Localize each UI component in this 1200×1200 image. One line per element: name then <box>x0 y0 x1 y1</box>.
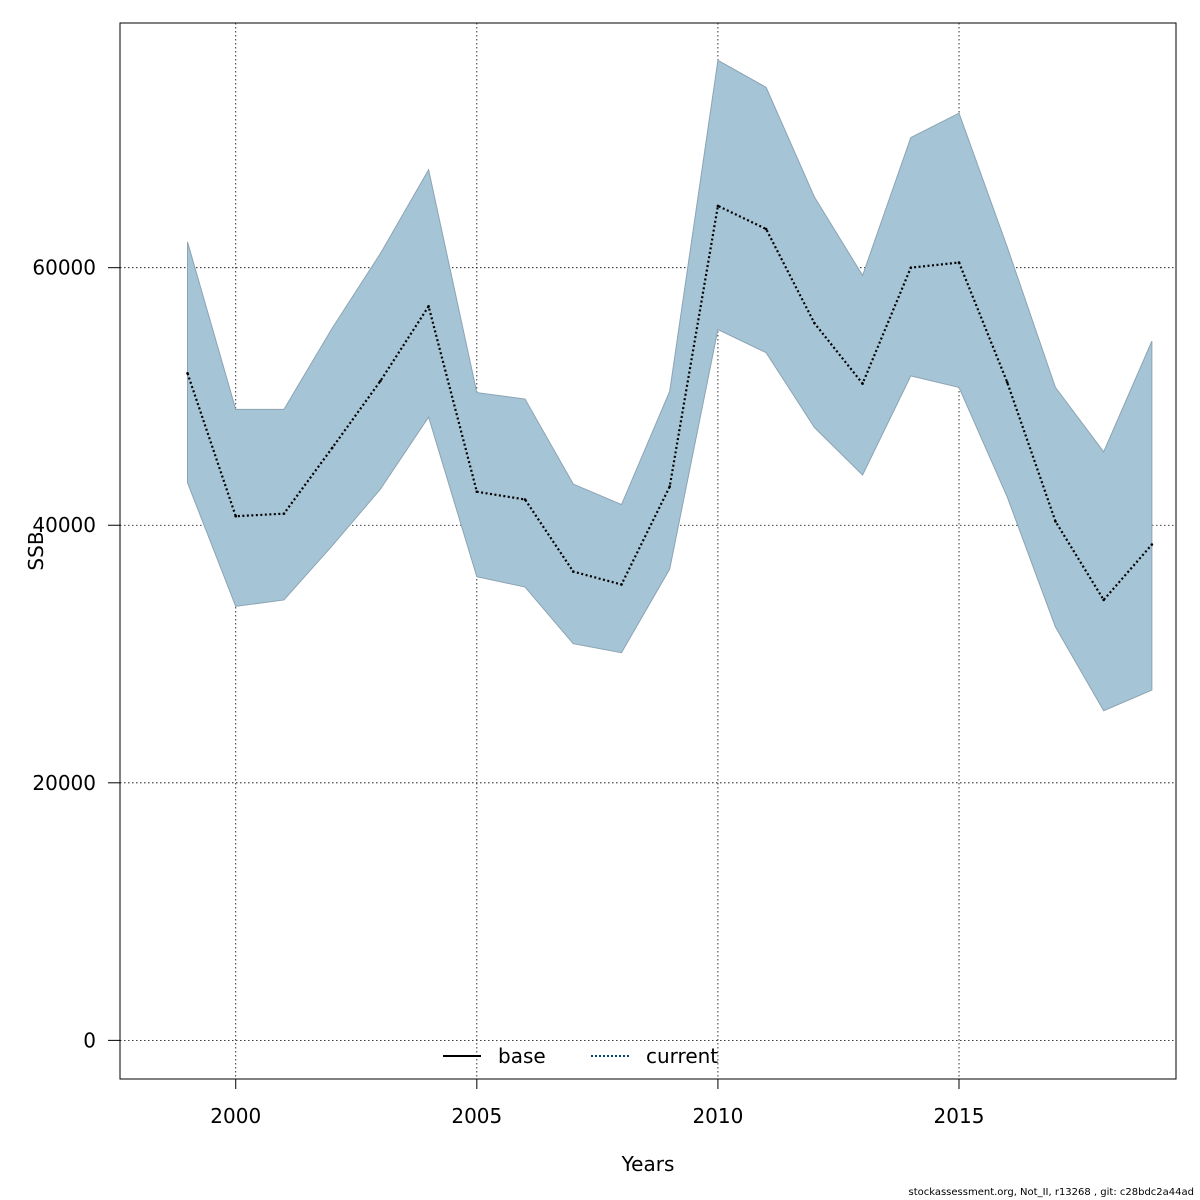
x-tick-label-2005: 2005 <box>451 1104 502 1128</box>
data-point-current-2006 <box>523 498 527 501</box>
data-point-current-2013 <box>861 382 864 385</box>
x-tick-label-2000: 2000 <box>210 1104 261 1128</box>
data-point-current-2004 <box>427 305 430 308</box>
legend-label-current: current <box>646 1044 718 1068</box>
data-point-current-2009 <box>668 485 671 488</box>
legend-item-base: base <box>443 1044 546 1068</box>
legend: base current <box>443 1044 718 1068</box>
x-axis-ticks: 2000 2005 2010 2015 <box>210 1079 984 1128</box>
x-tick-label-2015: 2015 <box>934 1104 985 1128</box>
legend-label-base: base <box>498 1044 546 1068</box>
footer-note: stockassessment.org, Not_II, r13268 , gi… <box>908 1187 1194 1198</box>
y-axis-title: SSB <box>24 531 48 570</box>
data-point-current-2017 <box>1054 520 1057 523</box>
data-point-current-2012 <box>813 321 816 325</box>
y-tick-label-0: 0 <box>83 1028 96 1052</box>
legend-item-current: current <box>591 1044 718 1068</box>
confidence-band-current <box>187 59 1153 712</box>
series-line-current <box>186 204 1153 602</box>
y-tick-label-40000: 40000 <box>32 513 96 537</box>
series-lines <box>186 204 1154 602</box>
y-axis-ticks: 0 20000 40000 60000 <box>32 256 120 1052</box>
data-point-current-2000 <box>234 514 238 518</box>
y-tick-label-20000: 20000 <box>32 771 96 795</box>
data-point-current-2019 <box>1150 543 1154 546</box>
x-axis-title: Years <box>621 1152 675 1176</box>
y-tick-label-60000: 60000 <box>32 256 96 280</box>
data-point-current-2005 <box>475 490 479 494</box>
data-point-current-2001 <box>282 512 286 515</box>
plot-frame <box>119 22 1177 1080</box>
x-tick-label-2010: 2010 <box>692 1104 743 1128</box>
data-point-current-2010 <box>716 204 720 208</box>
data-point-current-2014 <box>909 266 913 269</box>
data-point-current-2002 <box>330 446 334 450</box>
data-point-current-2007 <box>571 570 575 573</box>
data-point-current-2016 <box>1005 380 1009 384</box>
data-point-current-2011 <box>764 227 768 231</box>
confidence-band <box>187 59 1153 712</box>
data-point-current-2018 <box>1102 598 1105 602</box>
data-point-current-2015 <box>957 261 961 264</box>
data-point-current-2003 <box>379 379 382 383</box>
data-point-current-2008 <box>620 583 623 586</box>
data-point-current-1999 <box>186 371 189 375</box>
